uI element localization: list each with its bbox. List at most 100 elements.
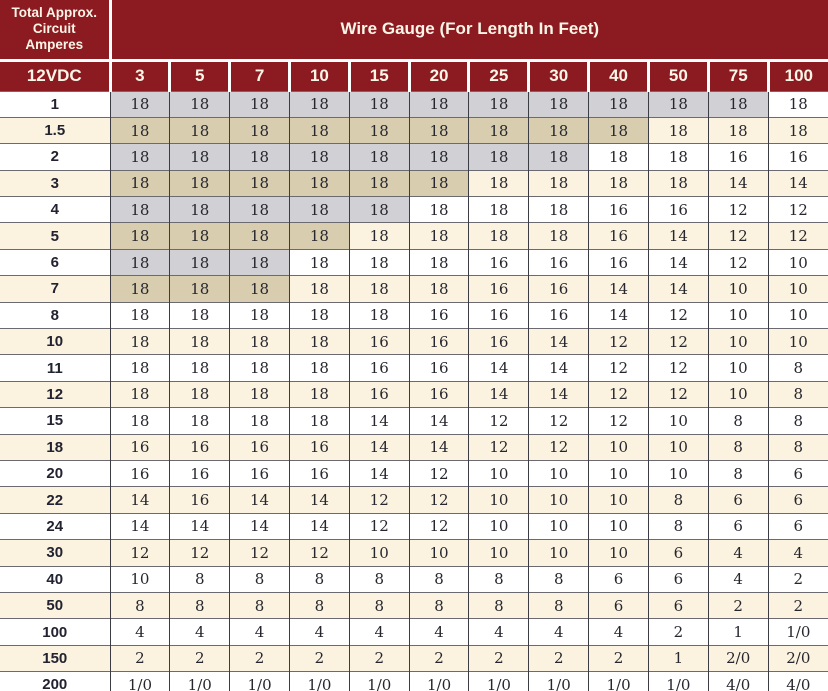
gauge-cell: 4 [169, 618, 230, 646]
gauge-cell: 8 [348, 591, 410, 619]
gauge-cell: 18 [288, 248, 350, 276]
gauge-cell: 6 [767, 486, 828, 514]
gauge-cell: 10 [767, 275, 828, 303]
gauge-cell: 2 [767, 565, 828, 593]
amperes-cell: 6 [0, 248, 110, 276]
gauge-cell: 10 [588, 539, 649, 567]
gauge-cell: 16 [169, 433, 230, 461]
gauge-table-row: 4 18 18 18 18 18 18 18 18 16 16 12 12 [0, 196, 828, 223]
gauge-cell: 16 [528, 248, 589, 276]
gauge-cell: 14 [229, 512, 290, 540]
gauge-cell: 10 [408, 539, 469, 567]
gauge-cell: 18 [229, 248, 290, 276]
gauge-cell: 10 [647, 407, 709, 435]
gauge-cell: 16 [229, 433, 290, 461]
length-column-header: 5 [169, 60, 232, 91]
gauge-table-row: 12 18 18 18 18 16 16 14 14 12 12 10 8 [0, 380, 828, 408]
gauge-cell: 1/0 [588, 671, 649, 691]
gauge-cell: 18 [528, 222, 589, 250]
gauge-cell: 16 [169, 459, 230, 487]
gauge-cell: 16 [288, 433, 350, 461]
gauge-cell: 18 [468, 90, 529, 118]
gauge-cell: 18 [109, 196, 170, 223]
gauge-cell: 12 [588, 354, 649, 382]
gauge-cell: 18 [288, 275, 350, 303]
length-column-header: 30 [528, 60, 591, 91]
gauge-cell: 18 [169, 407, 230, 435]
gauge-table-row: 1 18 18 18 18 18 18 18 18 18 18 18 18 [0, 90, 828, 118]
gauge-cell: 16 [408, 301, 469, 329]
gauge-cell: 18 [348, 116, 410, 144]
gauge-cell: 6 [588, 591, 649, 619]
gauge-table-row: 150 2 2 2 2 2 2 2 2 2 1 2/0 2/0 [0, 644, 828, 672]
gauge-cell: 8 [767, 433, 828, 461]
gauge-cell: 8 [707, 459, 769, 487]
gauge-cell: 18 [408, 275, 469, 303]
gauge-cell: 16 [169, 486, 230, 514]
gauge-cell: 18 [109, 354, 170, 382]
gauge-cell: 12 [528, 433, 589, 461]
gauge-cell: 18 [109, 90, 170, 118]
gauge-cell: 6 [647, 539, 709, 567]
gauge-cell: 18 [528, 116, 589, 144]
length-column-header: 3 [110, 60, 172, 91]
length-column-header: 100 [768, 60, 828, 91]
gauge-table-row: 18 16 16 16 16 14 14 12 12 10 10 8 8 [0, 433, 828, 461]
gauge-cell: 10 [528, 512, 589, 540]
gauge-cell: 18 [588, 116, 649, 144]
gauge-cell: 10 [528, 539, 589, 567]
gauge-cell: 18 [169, 116, 230, 144]
gauge-cell: 14 [588, 301, 649, 329]
gauge-table-row: 15 18 18 18 18 14 14 12 12 12 10 8 8 [0, 407, 828, 435]
gauge-cell: 16 [109, 459, 170, 487]
gauge-cell: 18 [229, 143, 290, 171]
length-column-header: 25 [468, 60, 531, 91]
gauge-cell: 16 [229, 459, 290, 487]
gauge-cell: 18 [288, 169, 350, 197]
gauge-cell: 12 [348, 512, 410, 540]
gauge-cell: 18 [169, 275, 230, 303]
gauge-cell: 12 [169, 539, 230, 567]
length-column-header: 75 [708, 60, 770, 91]
gauge-cell: 8 [528, 565, 589, 593]
gauge-cell: 16 [288, 459, 350, 487]
gauge-cell: 18 [288, 328, 350, 355]
gauge-cell: 18 [229, 116, 290, 144]
gauge-cell: 18 [229, 301, 290, 329]
gauge-cell: 4 [468, 618, 529, 646]
gauge-cell: 12 [408, 512, 469, 540]
gauge-cell: 18 [109, 248, 170, 276]
gauge-cell: 8 [229, 591, 290, 619]
gauge-cell: 1/0 [109, 671, 170, 691]
gauge-cell: 14 [647, 248, 709, 276]
gauge-cell: 4 [229, 618, 290, 646]
gauge-cell: 12 [229, 539, 290, 567]
gauge-cell: 18 [647, 116, 709, 144]
gauge-cell: 14 [468, 354, 529, 382]
table-title-row: Total Approx. Circuit Amperes Wire Gauge… [0, 0, 828, 62]
length-column-header: 20 [409, 60, 471, 91]
gauge-table-row: 3 18 18 18 18 18 18 18 18 18 18 14 14 [0, 169, 828, 197]
gauge-cell: 16 [767, 143, 828, 171]
gauge-cell: 4/0 [707, 671, 769, 691]
gauge-cell: 18 [348, 301, 410, 329]
gauge-cell: 10 [588, 459, 649, 487]
gauge-cell: 10 [707, 275, 769, 303]
gauge-cell: 18 [288, 90, 350, 118]
gauge-cell: 2/0 [767, 644, 828, 672]
gauge-cell: 2 [647, 618, 709, 646]
gauge-cell: 10 [707, 328, 769, 355]
gauge-cell: 16 [348, 354, 410, 382]
gauge-cell: 18 [169, 143, 230, 171]
gauge-cell: 1 [707, 618, 769, 646]
gauge-cell: 18 [288, 143, 350, 171]
gauge-table-row: 10 18 18 18 18 16 16 16 14 12 12 10 10 [0, 328, 828, 355]
gauge-cell: 14 [348, 433, 410, 461]
gauge-cell: 12 [588, 380, 649, 408]
gauge-table-row: 11 18 18 18 18 16 16 14 14 12 12 10 8 [0, 354, 828, 382]
gauge-cell: 12 [707, 222, 769, 250]
gauge-cell: 18 [408, 196, 469, 223]
gauge-cell: 14 [288, 512, 350, 540]
